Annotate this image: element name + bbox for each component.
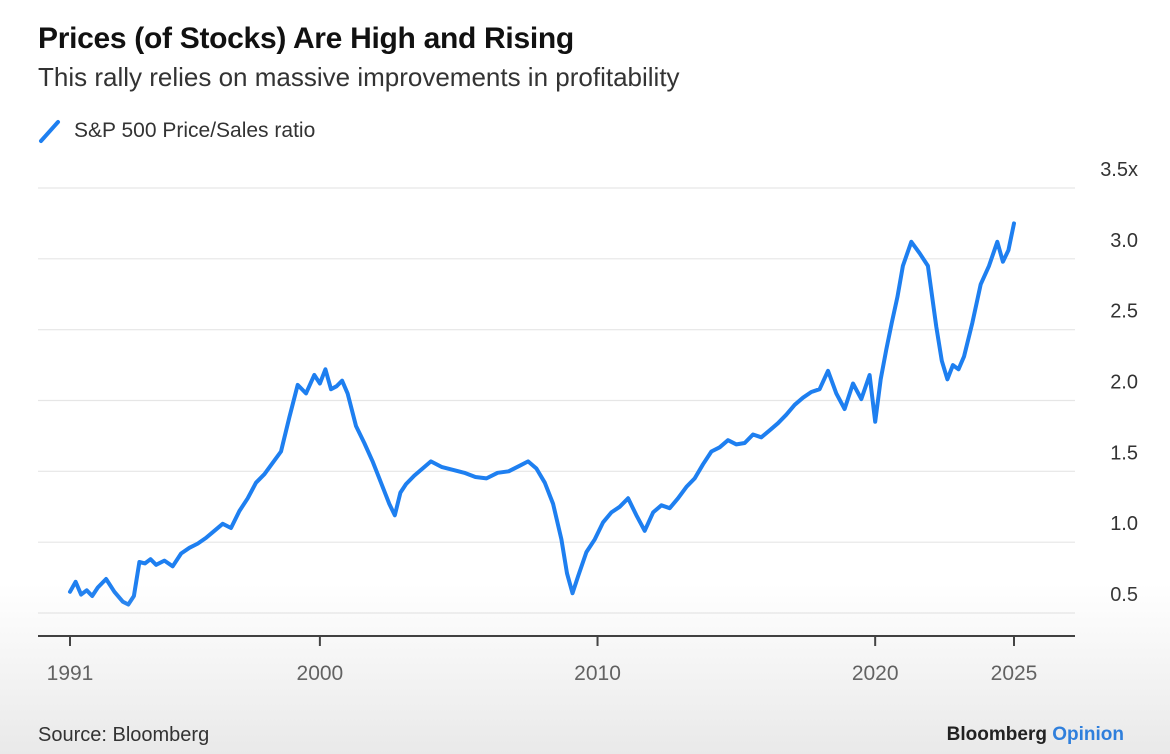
x-tick-label: 2020 (852, 662, 899, 685)
y-tick-label: 0.5 (1110, 584, 1138, 606)
chart-title: Prices (of Stocks) Are High and Rising (38, 22, 574, 55)
x-tick-label: 2025 (991, 662, 1038, 685)
y-tick-label: 3.5x (1100, 159, 1138, 181)
x-axis: 1991 2000 2010 2020 2025 (38, 635, 1075, 685)
y-tick-label: 1.5 (1110, 442, 1138, 464)
chart-subtitle: This rally relies on massive improvement… (38, 62, 680, 92)
x-tick-label: 2000 (297, 662, 344, 685)
gridlines (38, 187, 1075, 614)
legend: S&P 500 Price/Sales ratio (38, 118, 315, 144)
y-tick-label: 2.0 (1110, 372, 1138, 394)
y-tick-label: 3.0 (1110, 230, 1138, 252)
legend-label: S&P 500 Price/Sales ratio (74, 119, 316, 142)
y-axis-labels: 0.5 1.0 1.5 2.0 2.5 3.0 3.5x (1100, 159, 1138, 606)
brand-name: Bloomberg (946, 724, 1047, 745)
y-tick-label: 2.5 (1110, 301, 1138, 323)
series-line-0 (68, 221, 1016, 607)
x-tick-label: 2010 (574, 662, 621, 685)
brand-opinion: Opinion (1052, 724, 1124, 745)
y-tick-label: 1.0 (1110, 513, 1138, 535)
legend-line-icon (39, 120, 60, 143)
series-layer (68, 221, 1016, 607)
source-note: Source: Bloomberg (38, 724, 210, 746)
x-tick-label: 1991 (47, 662, 94, 685)
brand-logo: Bloomberg Opinion (947, 724, 1124, 746)
